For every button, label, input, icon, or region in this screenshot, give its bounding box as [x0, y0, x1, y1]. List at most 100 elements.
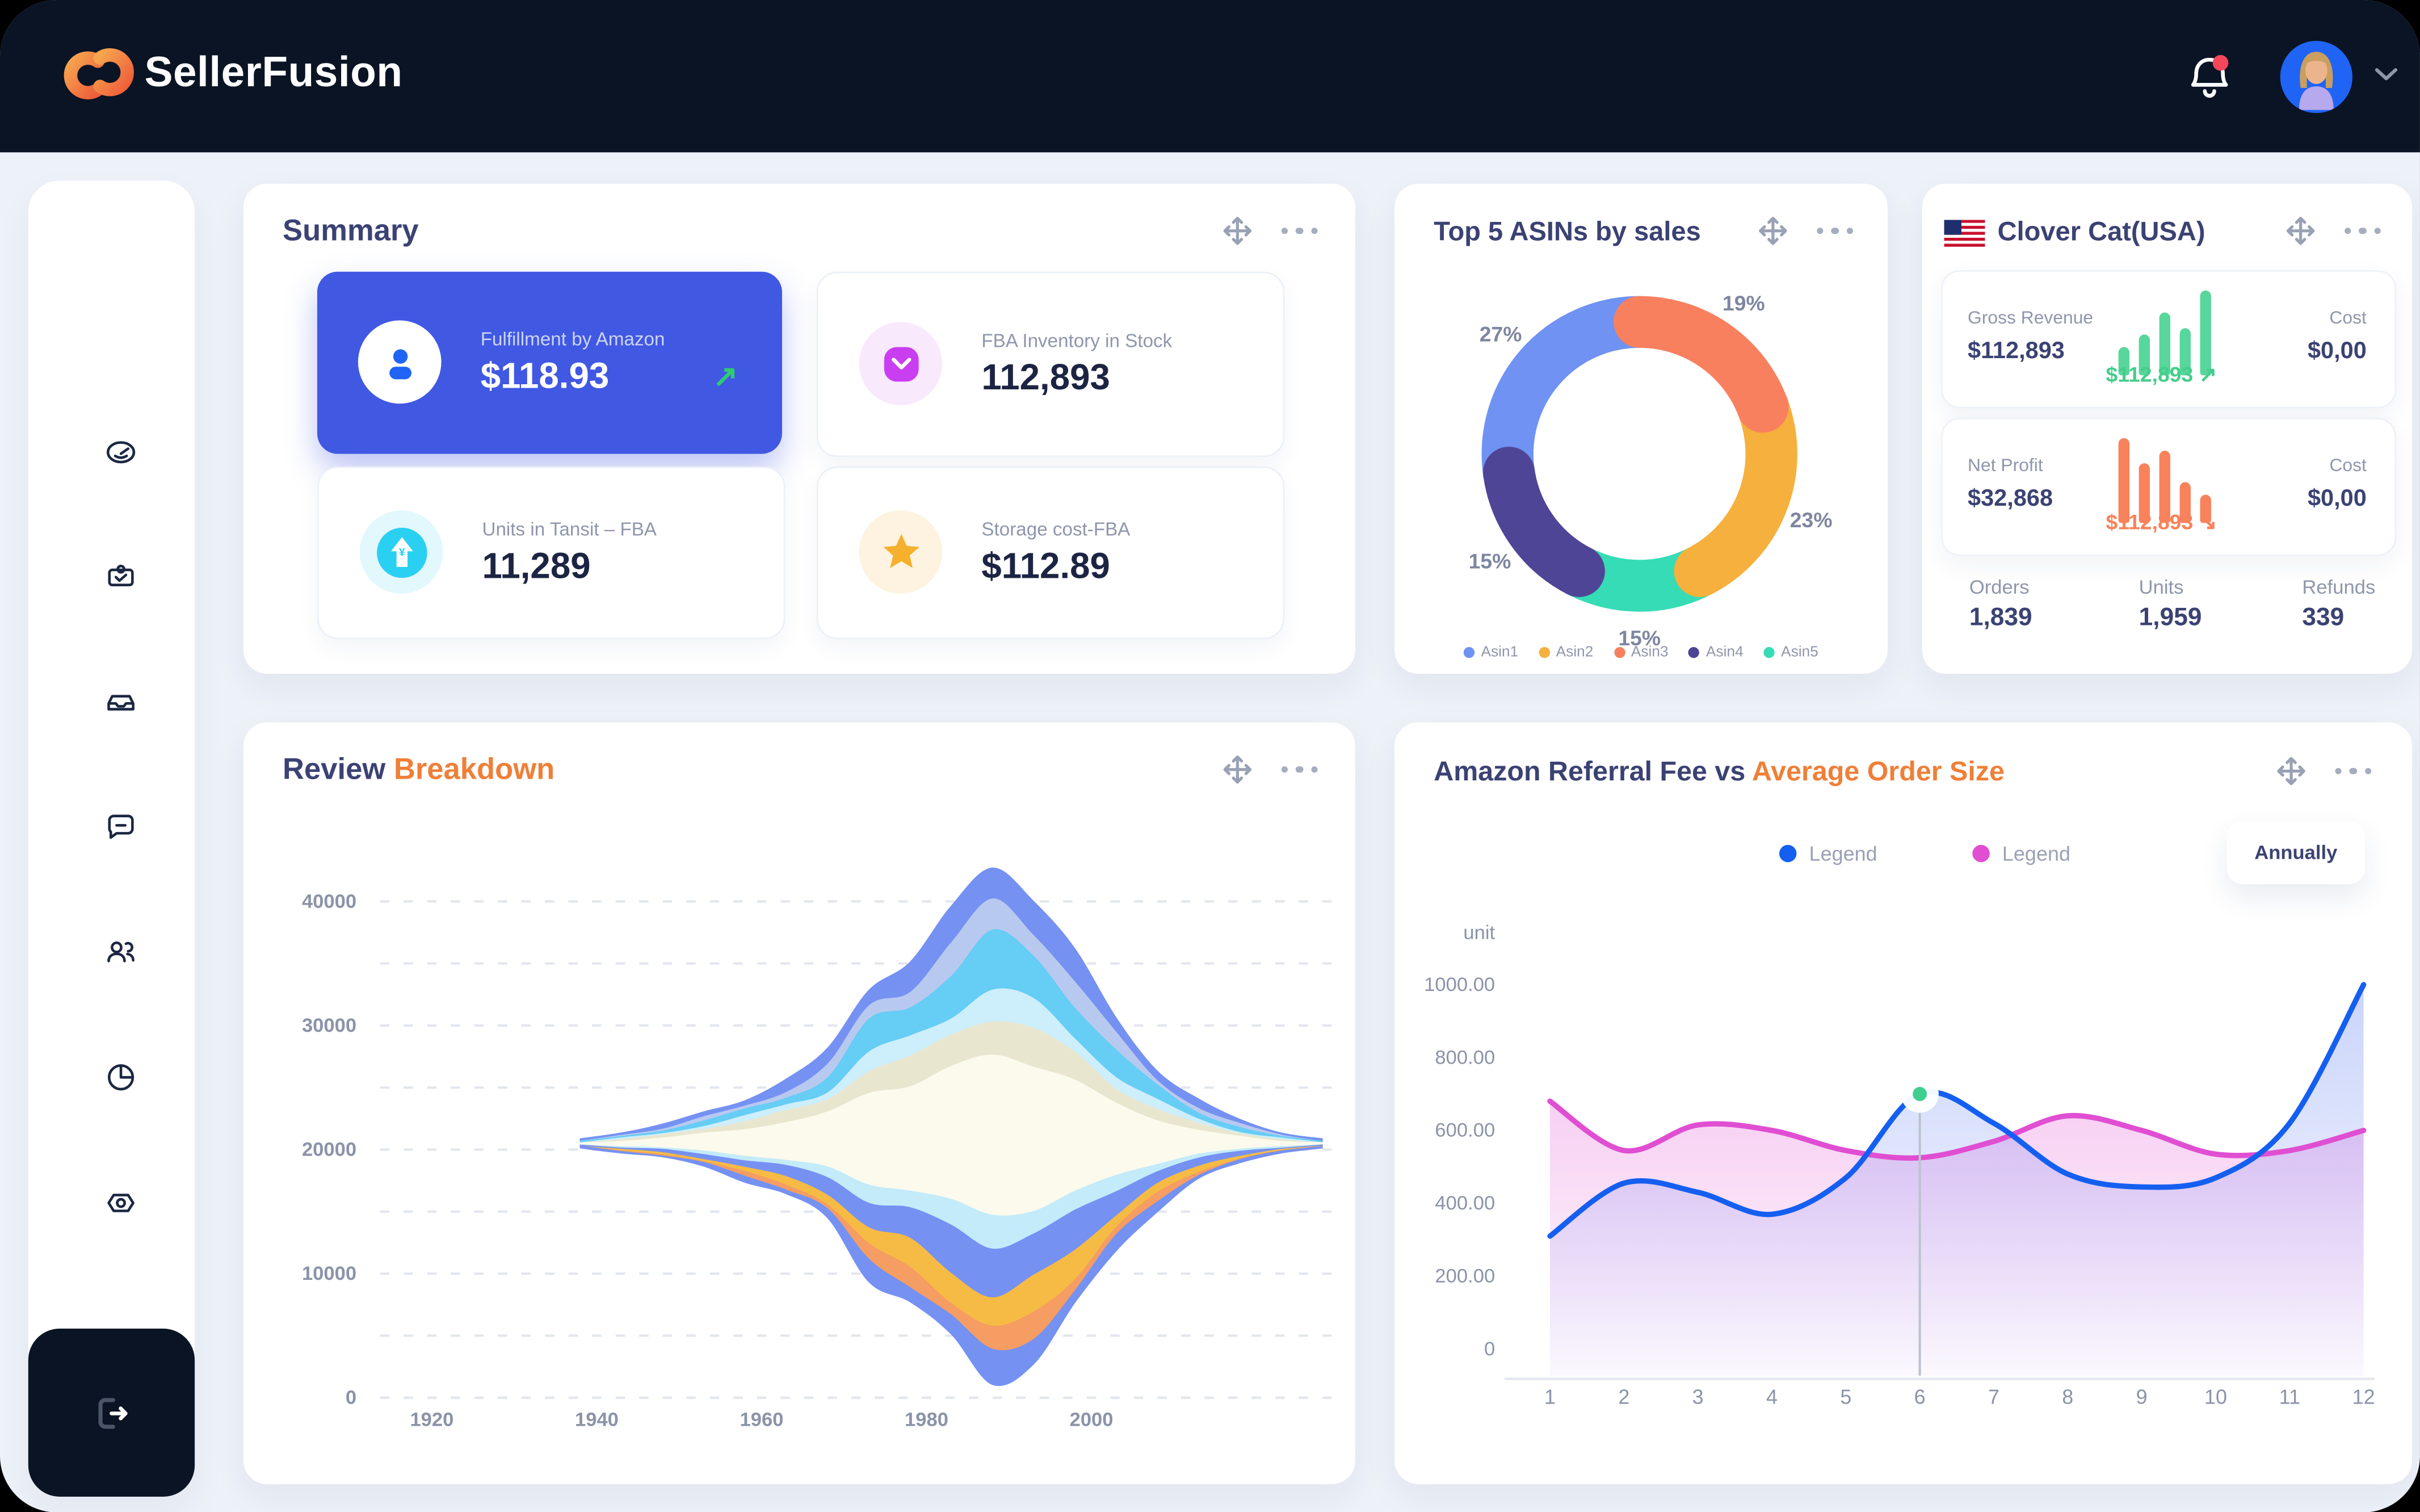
summary-tile-fba-inventory[interactable]: FBA Inventory in Stock 112,893	[816, 271, 1285, 457]
more-options-icon[interactable]	[1816, 227, 1854, 234]
logout-icon[interactable]	[94, 1396, 132, 1431]
avatar[interactable]	[2280, 40, 2352, 114]
inventory-icon[interactable]	[104, 684, 138, 719]
y-tick: 10000	[302, 1263, 356, 1284]
x-tick: 5	[1840, 1385, 1851, 1409]
legend-item-Asin2[interactable]: Asin2	[1539, 644, 1593, 661]
store-title: Clover Cat(USA)	[1997, 216, 2205, 247]
x-tick: 9	[2136, 1385, 2148, 1409]
refunds-label: Refunds	[2302, 576, 2376, 599]
settings-icon[interactable]	[104, 1186, 138, 1220]
y-axis-unit-label: unit	[1463, 922, 1495, 944]
tile-value: 112,893	[981, 356, 1110, 398]
mini-bar-chart	[2118, 290, 2211, 376]
messages-icon[interactable]	[104, 809, 138, 843]
marker-dot[interactable]	[1913, 1087, 1927, 1101]
x-tick: 1920	[410, 1409, 453, 1430]
sidebar-footer	[28, 1328, 195, 1497]
x-tick: 2	[1618, 1385, 1629, 1409]
period-selector-button[interactable]: Annually	[2226, 821, 2366, 884]
donut-segment-Asin1[interactable]	[1481, 296, 1666, 499]
star-icon	[883, 533, 919, 568]
referral-chart-card: unit 0 200.00 400.00 600.00 800.00 1000.00 1 2 3 4…	[1394, 722, 2413, 1484]
brand-name: SellerFusion	[144, 48, 403, 96]
legend-item-Asin4[interactable]: Asin4	[1688, 644, 1743, 661]
move-icon[interactable]	[2284, 215, 2316, 246]
mail-icon	[883, 346, 918, 381]
more-options-icon[interactable]	[2334, 767, 2372, 775]
sellerfusion-logo-icon	[64, 48, 134, 99]
x-tick: 11	[2279, 1385, 2300, 1409]
move-icon[interactable]	[2275, 755, 2306, 787]
donut-segment-Asin4[interactable]	[1483, 447, 1605, 597]
chevron-down-icon[interactable]	[2375, 68, 2398, 82]
orders-label: Orders	[1969, 576, 2030, 599]
stream-layer	[579, 1145, 1323, 1387]
summary-card: Summary Fulfillment by Amazon $118.93 ↗ …	[243, 183, 1355, 674]
move-icon[interactable]	[1757, 215, 1788, 246]
legend-item-referral-fee[interactable]: Legend	[1779, 842, 1877, 866]
row-value: $112,893	[1968, 337, 2065, 364]
dashboard-icon[interactable]	[104, 435, 138, 469]
legend-item-Asin3[interactable]: Asin3	[1614, 644, 1669, 661]
tile-value: $118.93	[480, 355, 610, 396]
tile-value: $112.89	[981, 545, 1110, 586]
x-tick: 6	[1914, 1385, 1926, 1409]
more-options-icon[interactable]	[2343, 227, 2381, 234]
units-label: Units	[2138, 576, 2184, 599]
move-icon[interactable]	[1221, 215, 1252, 246]
more-options-icon[interactable]	[1280, 766, 1318, 774]
trend-up-icon: ↗	[2199, 363, 2217, 387]
trend-up-icon: ↗	[713, 361, 738, 394]
legend-item-Asin1[interactable]: Asin1	[1464, 644, 1518, 661]
summary-tile-units-transit[interactable]: ¥ Units in Tansit – FBA 11,289	[317, 466, 785, 640]
donut-segment-Asin3[interactable]	[1614, 296, 1789, 433]
summary-tile-storage-cost[interactable]: Storage cost-FBA $112.89	[816, 466, 1285, 640]
orders-icon[interactable]	[104, 559, 138, 594]
units-value: 1,959	[2138, 604, 2202, 632]
x-tick: 8	[2062, 1385, 2073, 1409]
more-options-icon[interactable]	[1280, 227, 1318, 234]
review-breakdown-card: 0 10000 20000 30000 40000 1920 1940 1960 1980 200…	[243, 722, 1355, 1484]
y-tick: 200.00	[1435, 1266, 1495, 1287]
bell-icon[interactable]	[2186, 52, 2233, 102]
legend-dot	[1779, 845, 1797, 863]
summary-title: Summary	[283, 215, 419, 249]
x-tick: 7	[1988, 1385, 1999, 1409]
tile-value: 11,289	[482, 545, 591, 586]
y-tick: 20000	[302, 1139, 356, 1161]
cost-value: $0,00	[2307, 337, 2367, 364]
series-area	[1550, 984, 2364, 1376]
donut-data-label: 19%	[1722, 291, 1765, 315]
gross-revenue-row[interactable]: Gross Revenue $112,893 $112,893 ↗ Cost $…	[1941, 270, 2397, 409]
net-profit-row[interactable]: Net Profit $32,868 $112,893 ↘ Cost $0,00	[1941, 418, 2397, 556]
row-label: Net Profit	[1968, 457, 2043, 476]
x-tick: 1960	[740, 1409, 784, 1430]
legend-item-Asin5[interactable]: Asin5	[1763, 644, 1818, 661]
analytics-icon[interactable]	[104, 1060, 138, 1095]
summary-tile-fba-fulfillment[interactable]: Fulfillment by Amazon $118.93 ↗	[317, 271, 782, 454]
x-tick: 1980	[905, 1409, 948, 1430]
trend-down-icon: ↘	[2199, 510, 2217, 534]
row-label: Gross Revenue	[1968, 309, 2094, 329]
x-tick: 12	[2352, 1385, 2375, 1409]
y-tick: 0	[1484, 1338, 1495, 1360]
move-icon[interactable]	[1221, 754, 1252, 785]
stream-layer	[579, 867, 1323, 1141]
top-asins-card: Top 5 ASINs by sales 19% 23% 15% 15% 27% Asi…	[1394, 183, 1888, 674]
donut-data-label: 27%	[1480, 322, 1522, 346]
x-tick: 2000	[1070, 1409, 1114, 1430]
legend-item-order-size[interactable]: Legend	[1972, 842, 2070, 866]
y-tick: 400.00	[1435, 1192, 1495, 1214]
y-tick: 30000	[302, 1015, 356, 1036]
trend-value: $112,893 ↘	[2106, 510, 2217, 534]
customers-icon[interactable]	[104, 934, 138, 969]
x-tick: 3	[1692, 1385, 1704, 1409]
y-tick: 0	[346, 1387, 356, 1409]
top-asins-title: Top 5 ASINs by sales	[1434, 216, 1701, 247]
cost-label: Cost	[2329, 457, 2367, 476]
tile-label: Fulfillment by Amazon	[480, 328, 665, 351]
donut-segment-Asin2[interactable]	[1674, 381, 1797, 597]
orders-value: 1,839	[1969, 604, 2032, 632]
trend-value: $112,893 ↗	[2106, 363, 2217, 387]
